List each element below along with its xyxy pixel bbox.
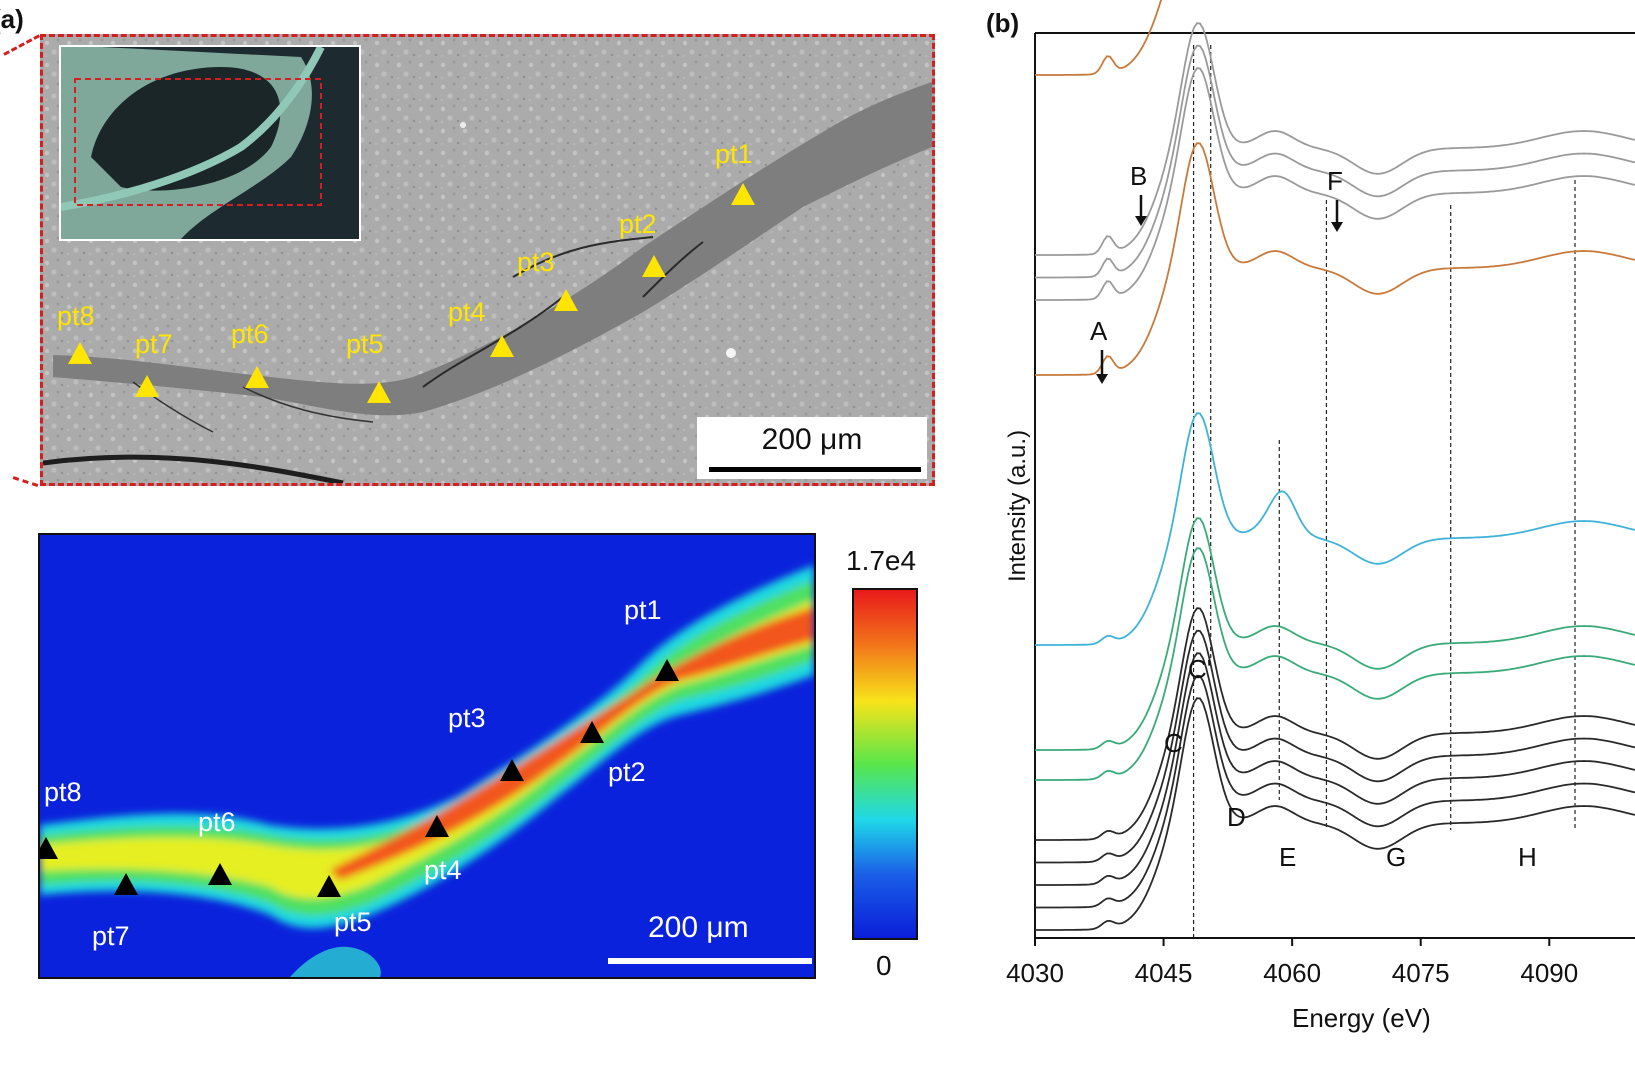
feature-label-D: D xyxy=(1227,802,1246,832)
series-line-black-1 xyxy=(1035,607,1635,841)
marker-pt5 xyxy=(367,381,391,403)
dark-crack xyxy=(43,454,344,483)
x-tick-label: 4090 xyxy=(1520,958,1578,988)
crack-3 xyxy=(132,381,374,433)
feature-label-H: H xyxy=(1518,842,1537,872)
series-line-black-3 xyxy=(1035,652,1635,886)
map-label-pt7: pt7 xyxy=(92,921,130,951)
x-tick-label: 4060 xyxy=(1263,958,1321,988)
micrograph-scale-bar-line xyxy=(709,467,921,472)
inset-dark-grain-2 xyxy=(91,67,281,191)
spectra-series xyxy=(1035,0,1635,931)
feature-reference-lines xyxy=(1192,45,1576,938)
x-tick-label: 4045 xyxy=(1135,958,1193,988)
y-axis-title: Intensity (a.u.) xyxy=(1004,430,1031,582)
map-label-pt5: pt5 xyxy=(334,907,372,937)
series-line-blue-1 xyxy=(1035,412,1635,646)
feature-arrow-A-head xyxy=(1096,374,1108,384)
x-tick-label: 4075 xyxy=(1392,958,1450,988)
map-marker-pt1 xyxy=(655,659,679,681)
panel-a-label: (a) xyxy=(0,4,24,34)
colorbar-max-label: 1.7e4 xyxy=(846,545,917,576)
series-line-black-4 xyxy=(1035,674,1635,909)
x-tick-label: 4030 xyxy=(1006,958,1064,988)
zoom-connector-line-lower xyxy=(11,476,39,490)
bright-inclusion xyxy=(726,348,736,358)
marker-pt4 xyxy=(490,335,514,357)
feature-label-A: A xyxy=(1090,316,1108,346)
marker-pt8 xyxy=(68,342,92,364)
inset-roi-box xyxy=(74,78,322,206)
sem-micrograph: pt1 pt2 pt3 pt4 pt5 pt6 pt7 pt8 200 μm xyxy=(40,34,935,486)
map-marker-pt3 xyxy=(500,759,524,781)
vein-region xyxy=(53,82,932,416)
inset-dark-grain xyxy=(101,47,359,239)
label-pt1: pt1 xyxy=(715,139,753,169)
crack-2 xyxy=(422,236,704,388)
feature-label-C: C xyxy=(1164,728,1183,758)
series-line-green-1 xyxy=(1035,517,1635,751)
bright-inclusion-2 xyxy=(460,122,466,128)
label-pt7: pt7 xyxy=(135,329,173,359)
series-line-orange-2 xyxy=(1035,142,1635,376)
map-scale-bar-label: 200 μm xyxy=(648,911,749,944)
micrograph-markers: pt1 pt2 pt3 pt4 pt5 pt6 pt7 pt8 xyxy=(57,139,755,403)
map-marker-pt2 xyxy=(580,721,604,743)
series-line-gray-1 xyxy=(1035,22,1635,256)
map-halo-green xyxy=(40,580,814,916)
map-label-pt2: pt2 xyxy=(608,757,646,787)
map-label-pt1: pt1 xyxy=(624,595,662,625)
series-line-black-5 xyxy=(1035,697,1635,931)
marker-pt6 xyxy=(245,366,269,388)
feature-label-G: G xyxy=(1386,842,1406,872)
marker-pt2 xyxy=(642,255,666,277)
feature-label-F: F xyxy=(1327,166,1343,196)
map-label-pt3: pt3 xyxy=(448,703,486,733)
label-pt8: pt8 xyxy=(57,301,95,331)
series-line-gray-3 xyxy=(1035,67,1635,301)
series-line-black-2 xyxy=(1035,629,1635,864)
label-pt3: pt3 xyxy=(517,247,555,277)
map-bottom-bleed xyxy=(290,946,381,977)
label-pt2: pt2 xyxy=(619,209,657,239)
x-axis-ticks: 4030 4045 4060 4075 4090 xyxy=(1006,938,1578,988)
label-pt6: pt6 xyxy=(231,319,269,349)
map-core-red xyxy=(330,607,814,880)
feature-label-E: E xyxy=(1279,842,1296,872)
map-scale-bar-line xyxy=(608,958,812,964)
colorbar-min-label: 0 xyxy=(876,950,892,981)
xanes-chart: 4030 4045 4060 4075 4090 A B F C C' D E G H … xyxy=(1004,0,1635,1033)
inset-vein xyxy=(61,47,325,211)
map-label-pt6: pt6 xyxy=(198,807,236,837)
marker-pt7 xyxy=(135,375,159,397)
label-pt5: pt5 xyxy=(346,329,384,359)
map-marker-pt6 xyxy=(208,863,232,885)
map-marker-pt5 xyxy=(317,875,341,897)
feature-label-C-prime: C' xyxy=(1188,654,1212,684)
map-marker-pt4 xyxy=(425,815,449,837)
micrograph-scale-bar-box: 200 μm xyxy=(697,417,927,479)
label-pt4: pt4 xyxy=(448,297,486,327)
intensity-map: pt1 pt2 pt3 pt4 pt5 pt6 pt7 pt8 200 μm xyxy=(38,533,816,979)
feature-label-B: B xyxy=(1130,161,1147,191)
feature-arrow-B-head xyxy=(1135,216,1147,226)
feature-arrow-F-head xyxy=(1331,222,1343,232)
zoom-connector-line xyxy=(3,34,42,59)
panel-b-label: (b) xyxy=(986,8,1020,38)
micrograph-scale-bar-label: 200 μm xyxy=(761,423,863,456)
map-label-pt8: pt8 xyxy=(44,777,82,807)
series-line-gray-2 xyxy=(1035,44,1635,279)
x-axis-title: Energy (eV) xyxy=(1292,1003,1431,1033)
map-marker-pt8 xyxy=(40,837,58,859)
marker-pt1 xyxy=(731,183,755,205)
series-line-orange-1 xyxy=(1035,0,1162,76)
inset-optical-image xyxy=(59,45,361,241)
colorbar xyxy=(852,588,918,940)
series-line-green-2 xyxy=(1035,547,1635,781)
map-label-pt4: pt4 xyxy=(424,855,462,885)
map-marker-pt7 xyxy=(114,873,138,895)
marker-pt3 xyxy=(554,289,578,311)
